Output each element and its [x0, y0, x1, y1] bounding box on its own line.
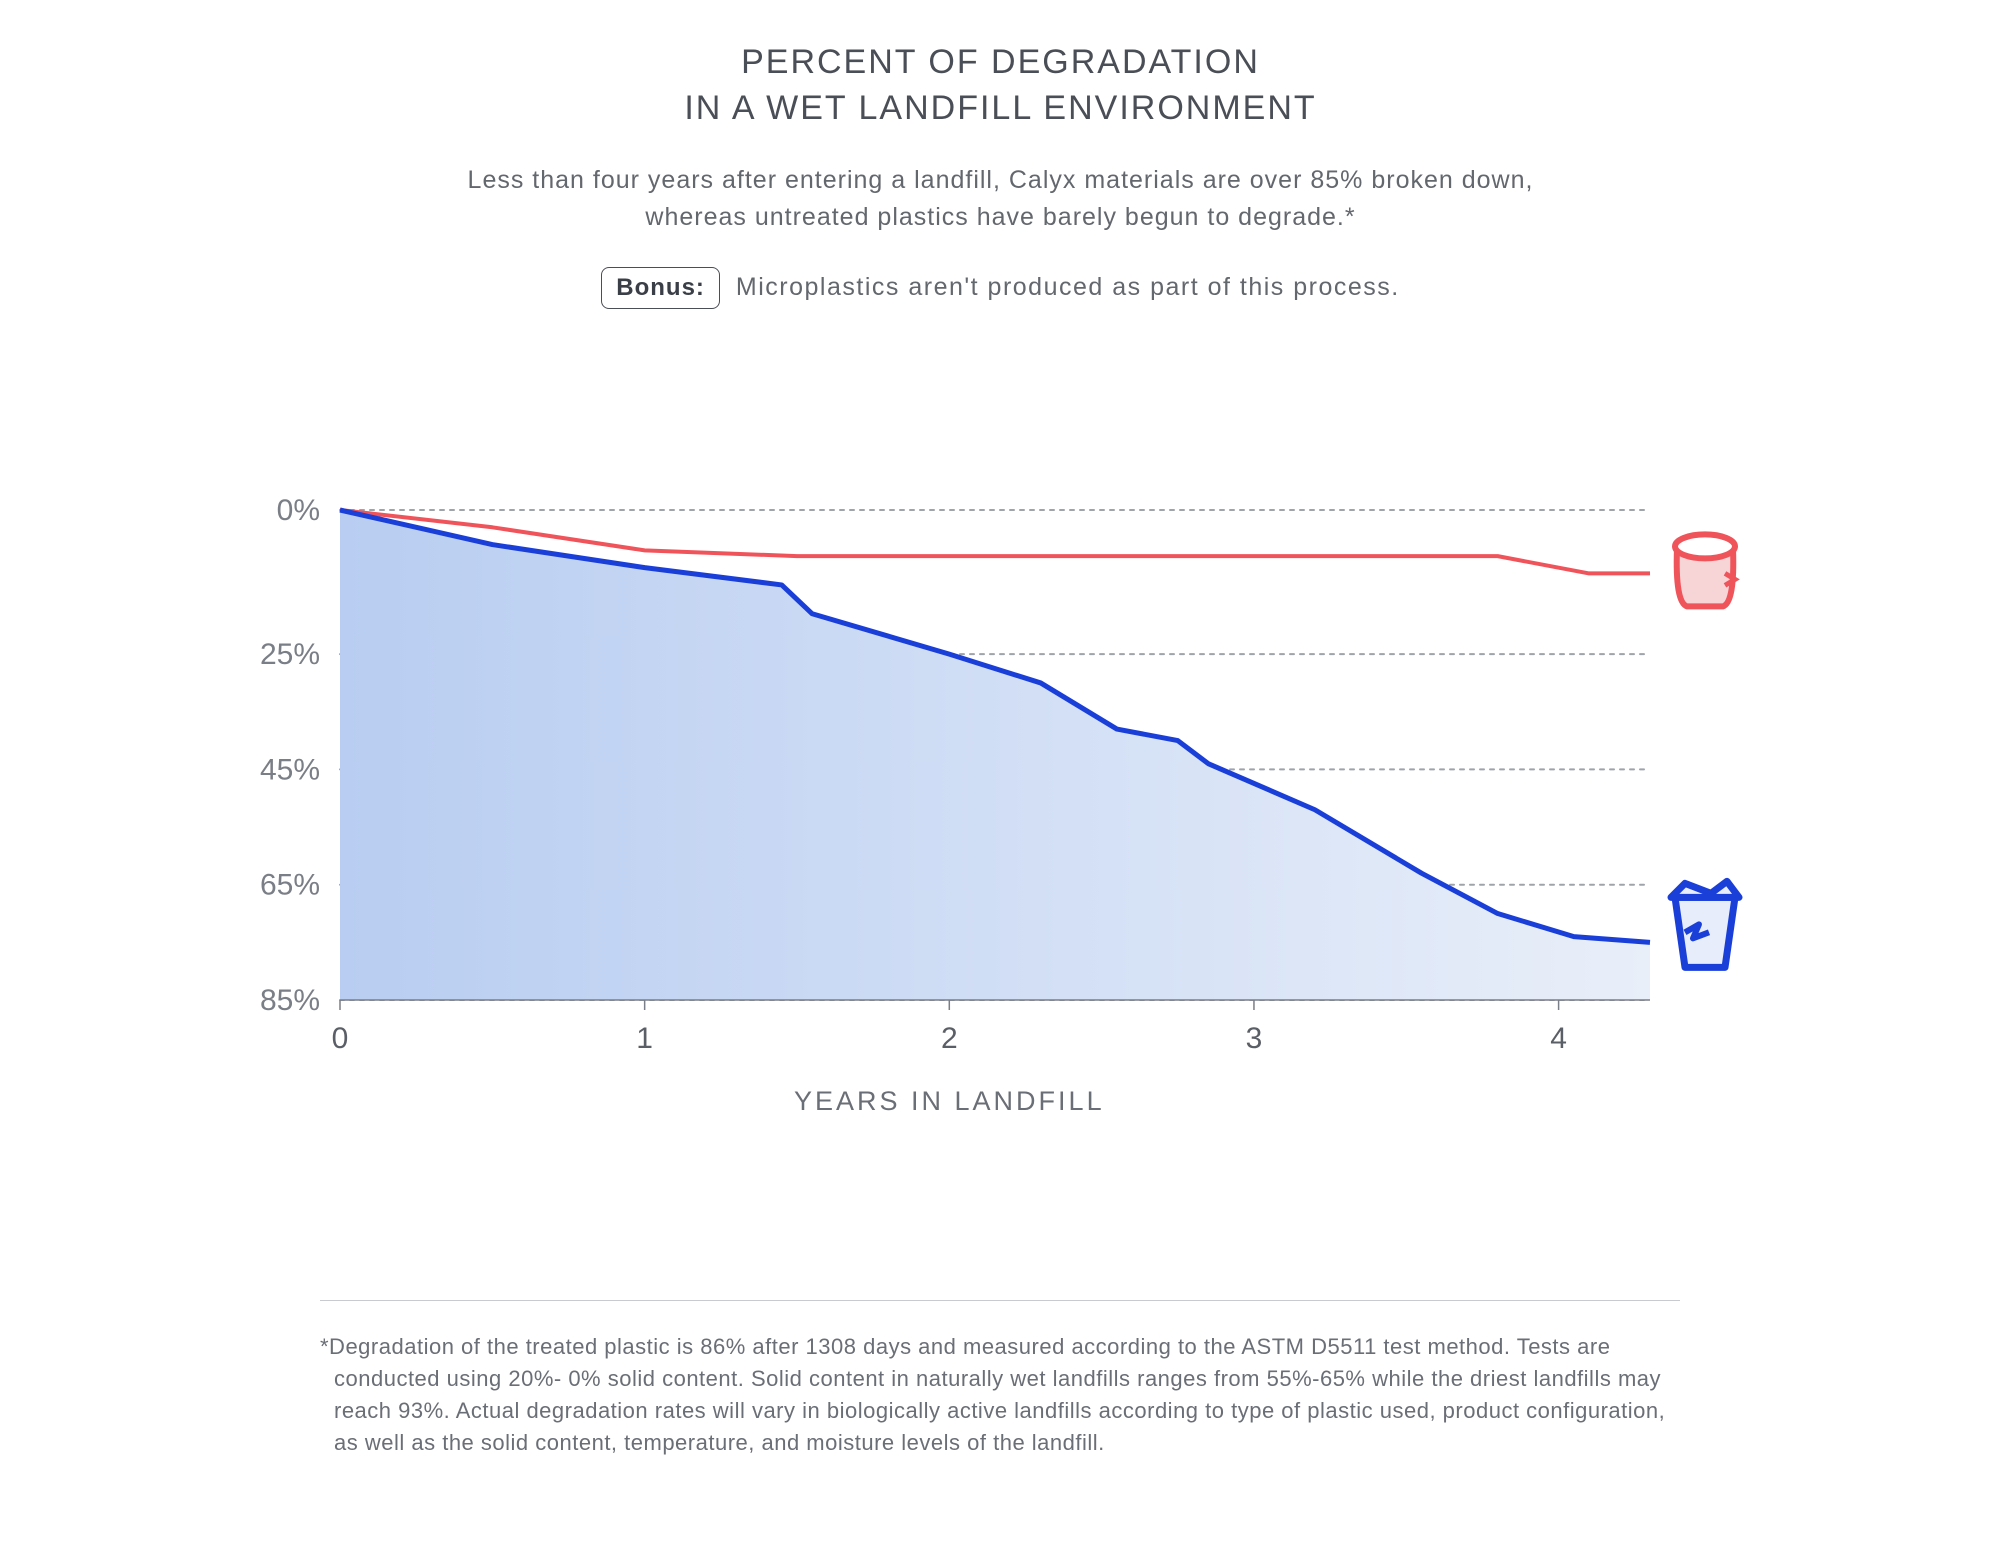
footnote-divider [320, 1300, 1680, 1301]
y-tick-label: 45% [260, 753, 320, 786]
chart-subtitle: Less than four years after entering a la… [0, 162, 2001, 237]
y-tick-label: 65% [260, 869, 320, 902]
x-tick-label: 3 [1246, 1022, 1263, 1055]
y-tick-label: 25% [260, 638, 320, 671]
x-tick-label: 2 [941, 1022, 958, 1055]
degradation-chart: 0% 25% 45% 65% 85% 0 1 2 3 4 YEARS IN LANDFILL [230, 430, 1790, 1180]
title-line-2: IN A WET LANDFILL ENVIRONMENT [684, 89, 1316, 127]
title-line-1: PERCENT OF DEGRADATION [741, 43, 1260, 81]
cup-red-icon [1675, 534, 1735, 606]
x-axis-title: YEARS IN LANDFILL [794, 1086, 1105, 1116]
calyx-area-fill [340, 510, 1650, 1000]
bonus-text: Microplastics aren't produced as part of… [736, 273, 1400, 302]
bonus-badge: Bonus: [601, 267, 720, 309]
x-tick-label: 0 [332, 1022, 349, 1055]
footnote-section: *Degradation of the treated plastic is 8… [320, 1300, 1680, 1459]
y-tick-label: 85% [260, 984, 320, 1017]
subtitle-line-2: whereas untreated plastics have barely b… [645, 203, 1355, 231]
bonus-row: Bonus: Microplastics aren't produced as … [0, 267, 2001, 309]
y-tick-label: 0% [277, 494, 320, 527]
chart-title: PERCENT OF DEGRADATION IN A WET LANDFILL… [0, 40, 2001, 132]
cup-blue-icon [1671, 881, 1739, 967]
chart-svg: 0% 25% 45% 65% 85% 0 1 2 3 4 YEARS IN LANDFILL [230, 430, 1790, 1180]
footnote-text: *Degradation of the treated plastic is 8… [320, 1331, 1680, 1459]
x-tick-label: 1 [636, 1022, 653, 1055]
subtitle-line-1: Less than four years after entering a la… [468, 166, 1534, 194]
x-tick-label: 4 [1550, 1022, 1567, 1055]
